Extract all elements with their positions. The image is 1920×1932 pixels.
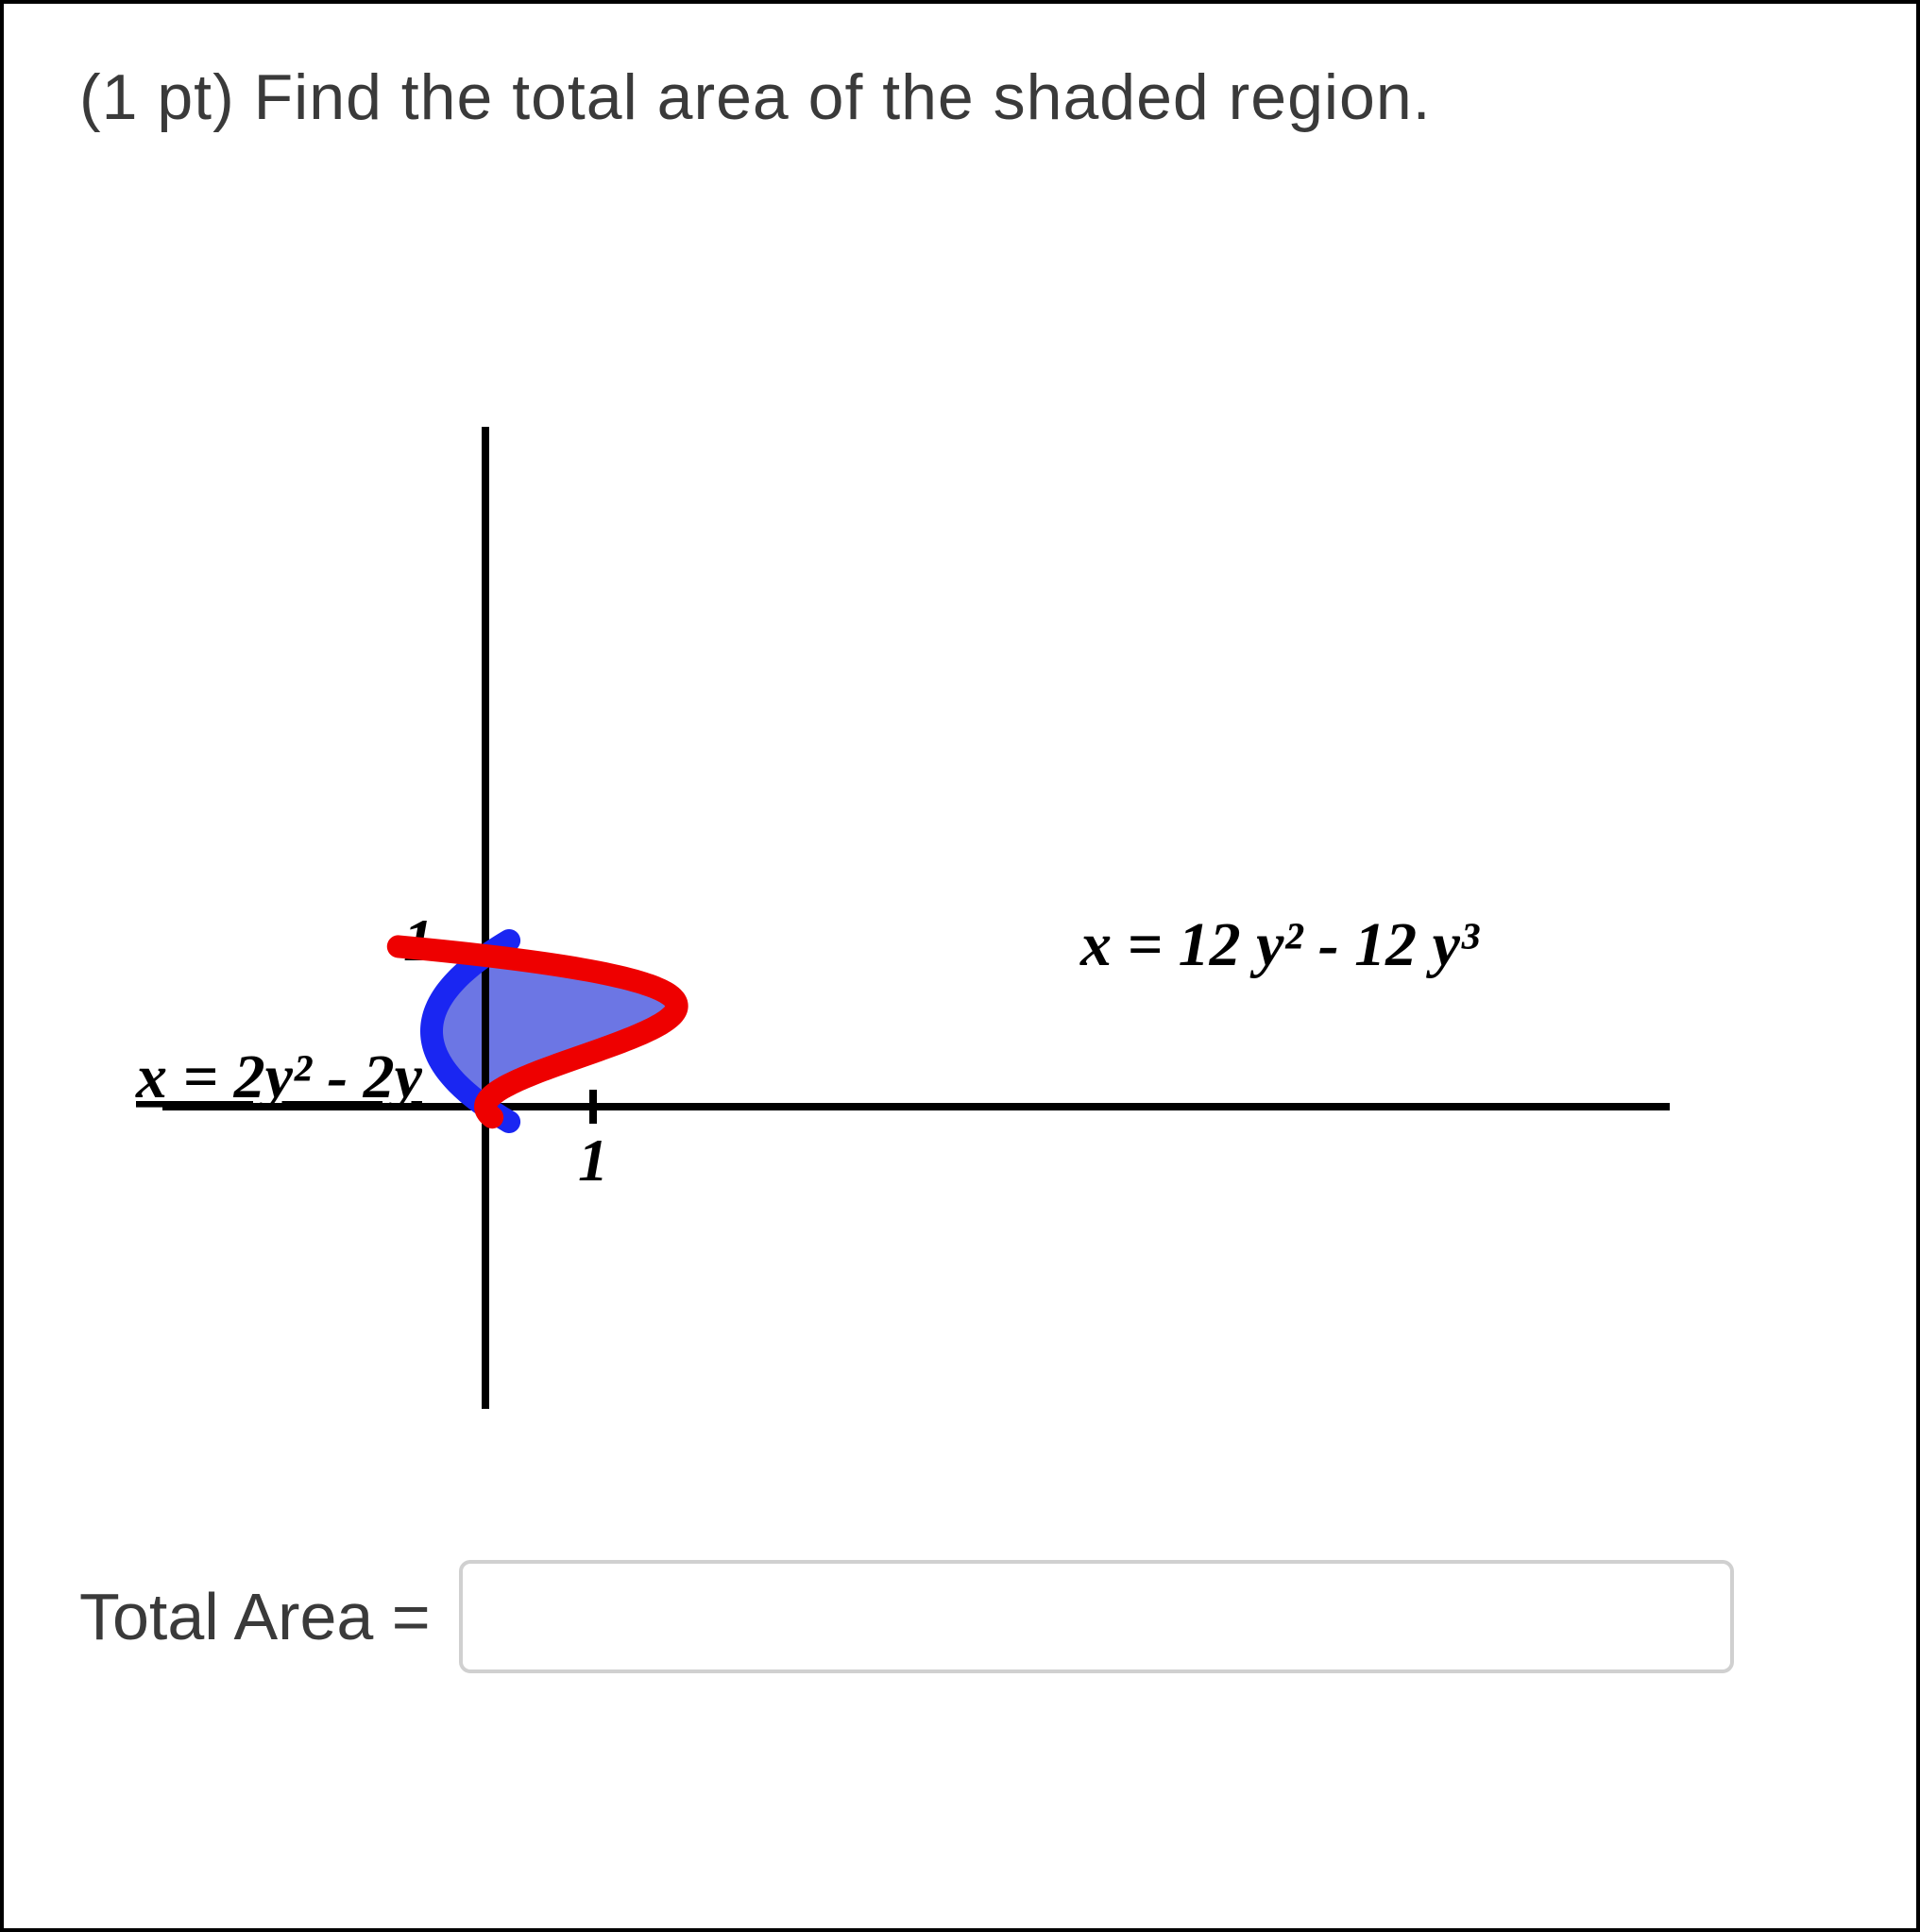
answer-row: Total Area = (79, 1560, 1860, 1673)
curve-red-label: x = 12 y² - 12 y³ (1079, 910, 1480, 979)
answer-label: Total Area = (79, 1579, 431, 1654)
question-point-prefix: (1 pt) (79, 61, 254, 133)
figure-svg: 11x = 2y² - 2yx = 12 y² - 12 y³ (79, 162, 1779, 1532)
question-body: Find the total area of the shaded region… (254, 61, 1432, 133)
x-tick-1-label: 1 (578, 1127, 608, 1194)
answer-input[interactable] (459, 1560, 1734, 1673)
figure: 11x = 2y² - 2yx = 12 y² - 12 y³ (79, 162, 1779, 1532)
question-text: (1 pt) Find the total area of the shaded… (79, 60, 1860, 134)
curve-blue-label: x = 2y² - 2y (135, 1042, 423, 1111)
